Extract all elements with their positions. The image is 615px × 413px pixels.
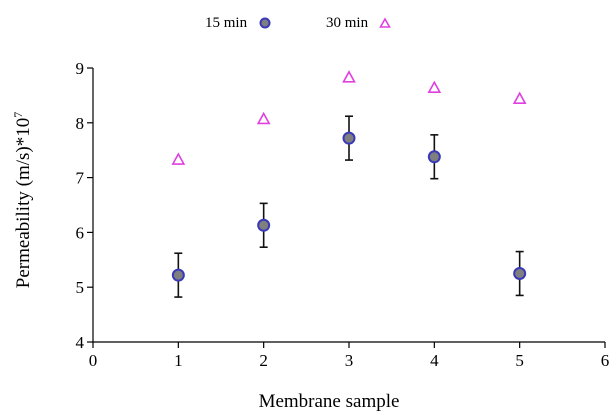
y-tick-label: 5 bbox=[76, 278, 85, 297]
y-axis-title: Permeability (m/s)*107 bbox=[11, 112, 34, 288]
point-15min bbox=[429, 151, 440, 162]
y-tick-label: 8 bbox=[76, 114, 85, 133]
point-15min bbox=[344, 133, 355, 144]
x-tick-label: 5 bbox=[515, 351, 524, 370]
legend: 15 min 30 min bbox=[205, 15, 390, 31]
y-axis-title-main: Permeability (m/s)*10 bbox=[13, 118, 34, 288]
point-15min bbox=[173, 270, 184, 281]
y-tick-label: 9 bbox=[76, 59, 85, 78]
point-15min bbox=[258, 220, 269, 231]
x-tick-label: 3 bbox=[345, 351, 354, 370]
legend-marker-30min bbox=[381, 19, 390, 27]
x-tick-label: 6 bbox=[601, 351, 610, 370]
y-tick-label: 4 bbox=[76, 333, 85, 352]
x-axis-title: Membrane sample bbox=[259, 391, 400, 412]
point-30min bbox=[258, 113, 269, 123]
y-tick-label: 6 bbox=[76, 223, 85, 242]
legend-marker-15min bbox=[261, 19, 270, 28]
data-points bbox=[173, 72, 525, 281]
x-tick-label: 0 bbox=[89, 351, 98, 370]
legend-label-15min: 15 min bbox=[205, 15, 248, 31]
point-15min bbox=[514, 268, 525, 279]
point-30min bbox=[173, 154, 184, 164]
x-tick-label: 4 bbox=[430, 351, 439, 370]
axes: 4 5 6 7 8 9 0 1 2 3 4 5 6 bbox=[76, 59, 610, 370]
point-30min bbox=[429, 82, 440, 92]
y-axis-title-superscript: 7 bbox=[11, 112, 25, 118]
point-30min bbox=[344, 72, 355, 82]
x-tick-label: 1 bbox=[174, 351, 183, 370]
y-tick-label: 7 bbox=[76, 169, 85, 188]
point-30min bbox=[514, 93, 525, 103]
x-tick-label: 2 bbox=[259, 351, 268, 370]
legend-label-30min: 30 min bbox=[326, 15, 369, 31]
